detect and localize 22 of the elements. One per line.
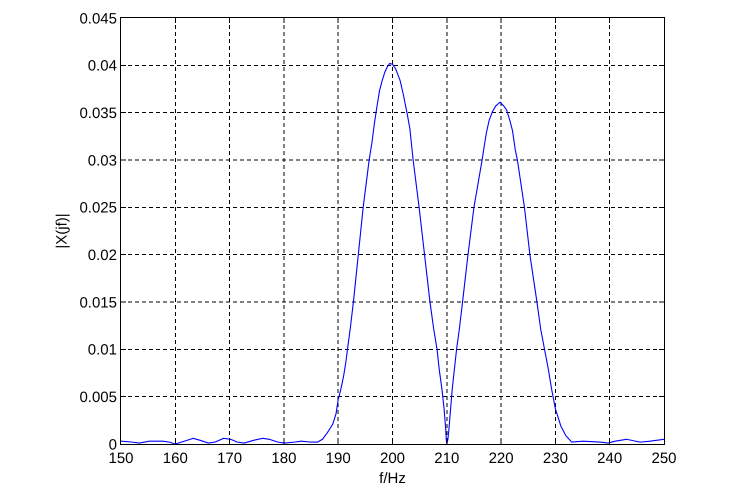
x-tick-label: 230 (542, 450, 568, 467)
x-tick-label: 160 (162, 450, 188, 467)
y-tick-label: 0.01 (88, 342, 117, 359)
x-tick-label: 170 (217, 450, 242, 467)
x-axis-title: f/Hz (379, 470, 406, 487)
y-axis-title: |X(jf)| (54, 213, 71, 249)
y-tick-label: 0.03 (88, 152, 117, 170)
x-tick-label: 210 (434, 450, 460, 467)
y-tick-label: 0.035 (79, 104, 117, 122)
x-tick-label: 180 (271, 450, 296, 467)
x-tick-label: 190 (326, 450, 351, 467)
line-series (121, 62, 664, 444)
y-tick-label: 0.04 (88, 58, 117, 75)
x-tick-label: 240 (597, 450, 622, 467)
x-tick-label: 200 (380, 450, 406, 467)
x-tick-label: 220 (488, 450, 514, 467)
y-tick-label: 0.005 (79, 388, 117, 406)
x-tick-label: 250 (651, 450, 677, 467)
y-tick-label: 0.015 (79, 294, 117, 312)
y-tick-label: 0.02 (88, 246, 117, 264)
y-tick-label: 0.025 (79, 200, 117, 217)
y-tick-label: 0.045 (79, 10, 117, 28)
